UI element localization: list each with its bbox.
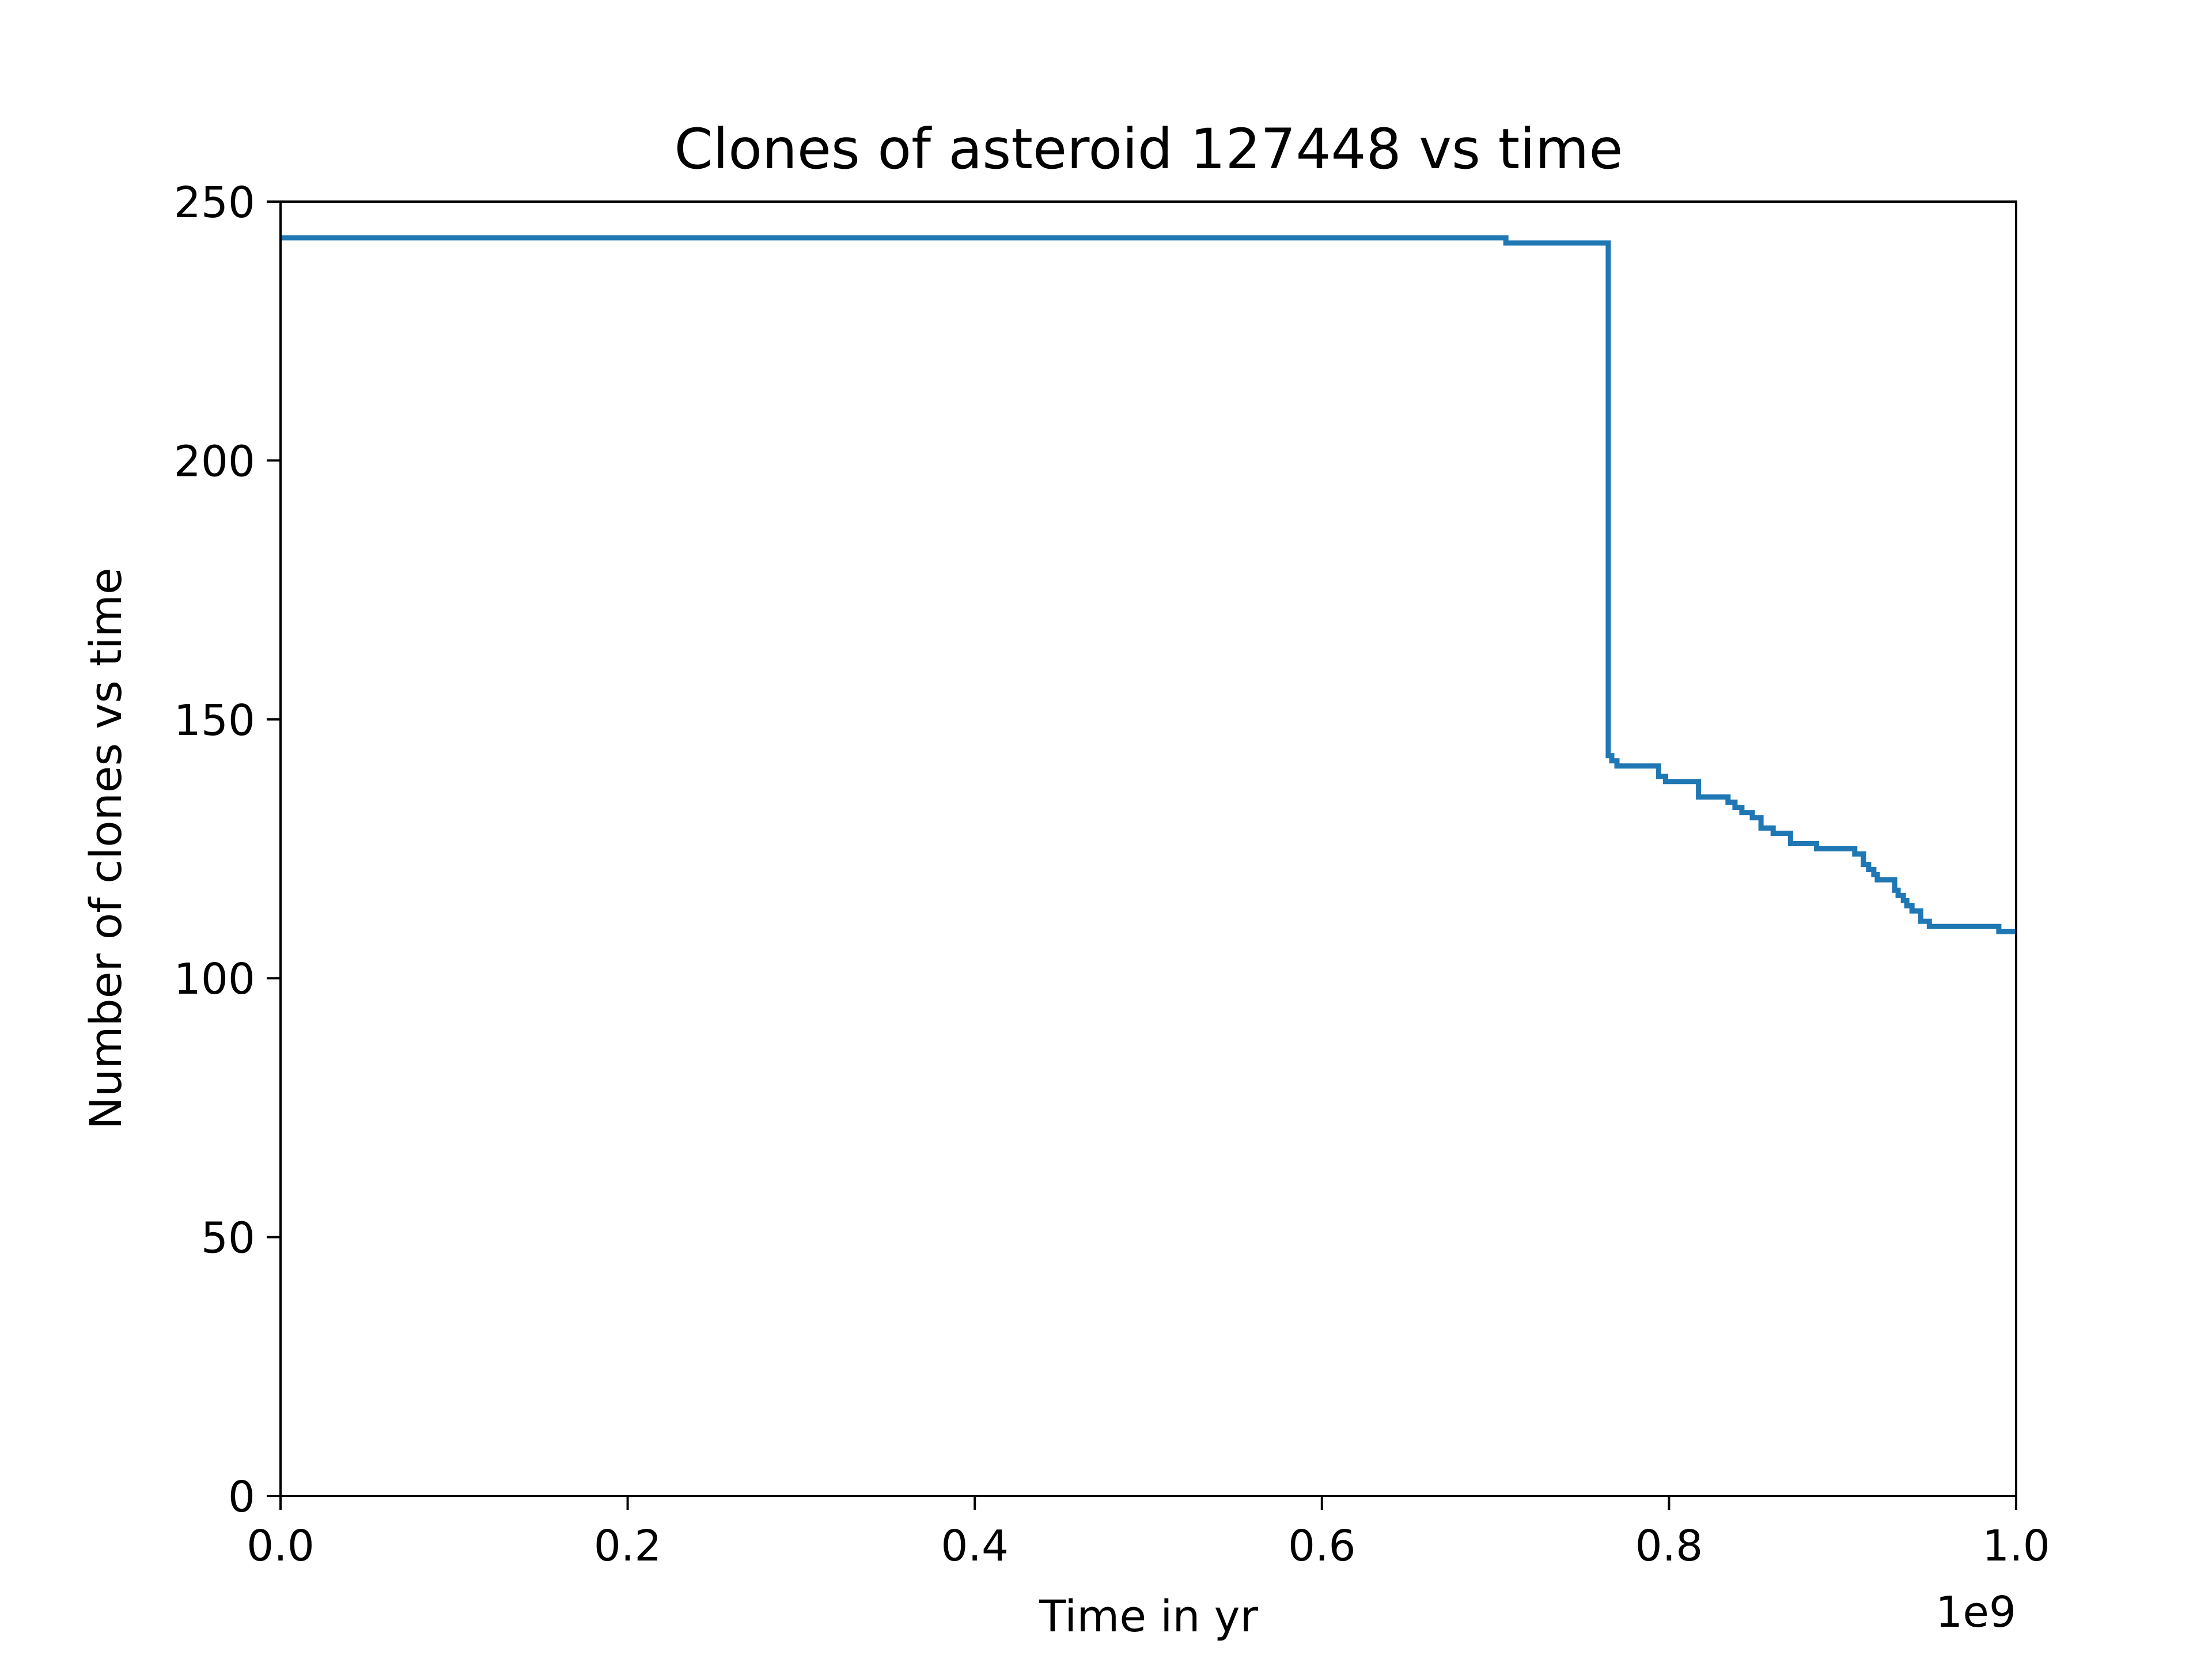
x-tick-label: 0.0	[247, 1521, 315, 1571]
x-tick-label: 0.6	[1288, 1521, 1356, 1571]
x-tick-label: 0.8	[1635, 1521, 1703, 1571]
x-axis-offset-label: 1e9	[1936, 1588, 2016, 1637]
x-tick-label: 1.0	[1982, 1521, 2050, 1571]
x-tick-label: 0.4	[941, 1521, 1009, 1571]
y-axis-ticks: 0 50 100 150 200 250	[174, 178, 281, 1522]
x-tick-label: 0.2	[594, 1521, 662, 1571]
axes-frame	[279, 200, 2017, 1497]
x-axis-ticks: 0.0 0.2 0.4 0.6 0.8 1.0	[247, 1496, 2050, 1571]
y-tick-label: 250	[174, 178, 255, 228]
y-tick-label: 150	[174, 696, 255, 745]
y-tick-label: 0	[228, 1472, 255, 1522]
y-tick-label: 200	[174, 437, 255, 486]
y-axis-label: Number of clones vs time	[80, 567, 131, 1129]
x-axis-label: Time in yr	[1039, 1590, 1259, 1642]
y-tick-label: 100	[174, 955, 255, 1004]
y-tick-label: 50	[201, 1214, 255, 1263]
plot-area	[281, 235, 2016, 934]
chart-title: Clones of asteroid 127448 vs time	[675, 117, 1623, 181]
series-line-0	[281, 235, 2016, 934]
